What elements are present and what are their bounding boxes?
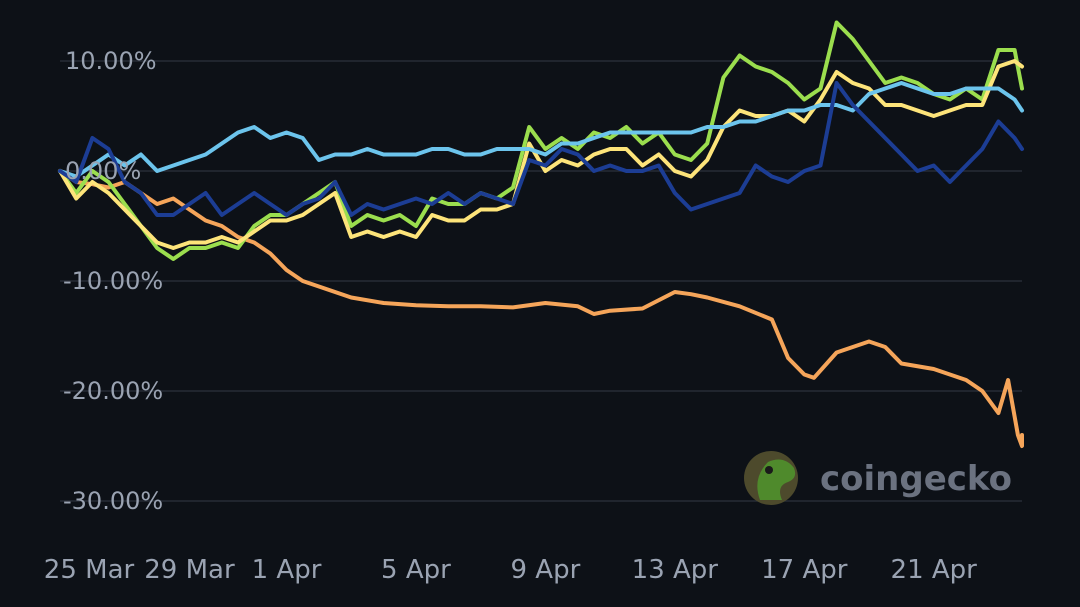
x-axis-ticks: 25 Mar 29 Mar 1 Apr 5 Apr 9 Apr 13 Apr 17 Apr 2… [44,555,977,585]
coingecko-watermark: coingecko [744,451,1012,505]
x-tick-label: 5 Apr [381,555,451,585]
grid [60,60,1022,502]
y-tick-label: -20.00% [63,377,163,405]
series-line-3 [58,59,1024,250]
x-tick-label: 9 Apr [511,555,581,585]
watermark-text: coingecko [820,459,1012,499]
gecko-eye-icon [765,466,773,474]
x-tick-label: 17 Apr [761,555,848,585]
series-line-5 [58,81,1024,217]
x-tick-label: 13 Apr [632,555,719,585]
y-tick-label: -10.00% [63,267,163,295]
x-tick-label: 25 Mar [44,555,135,585]
y-tick-label: 10.00% [65,47,157,75]
series-line-1 [58,169,1024,448]
x-tick-label: 29 Mar [144,555,235,585]
series-layer [58,20,1024,448]
y-tick-label: 0.00% [65,157,141,185]
series-line-4 [58,81,1024,179]
x-tick-label: 21 Apr [891,555,978,585]
x-tick-label: 1 Apr [252,555,322,585]
y-tick-label: -30.00% [63,487,163,515]
series-line-2 [58,20,1024,261]
y-axis-ticks: 10.00% 0.00% -10.00% -20.00% -30.00% [63,47,163,515]
